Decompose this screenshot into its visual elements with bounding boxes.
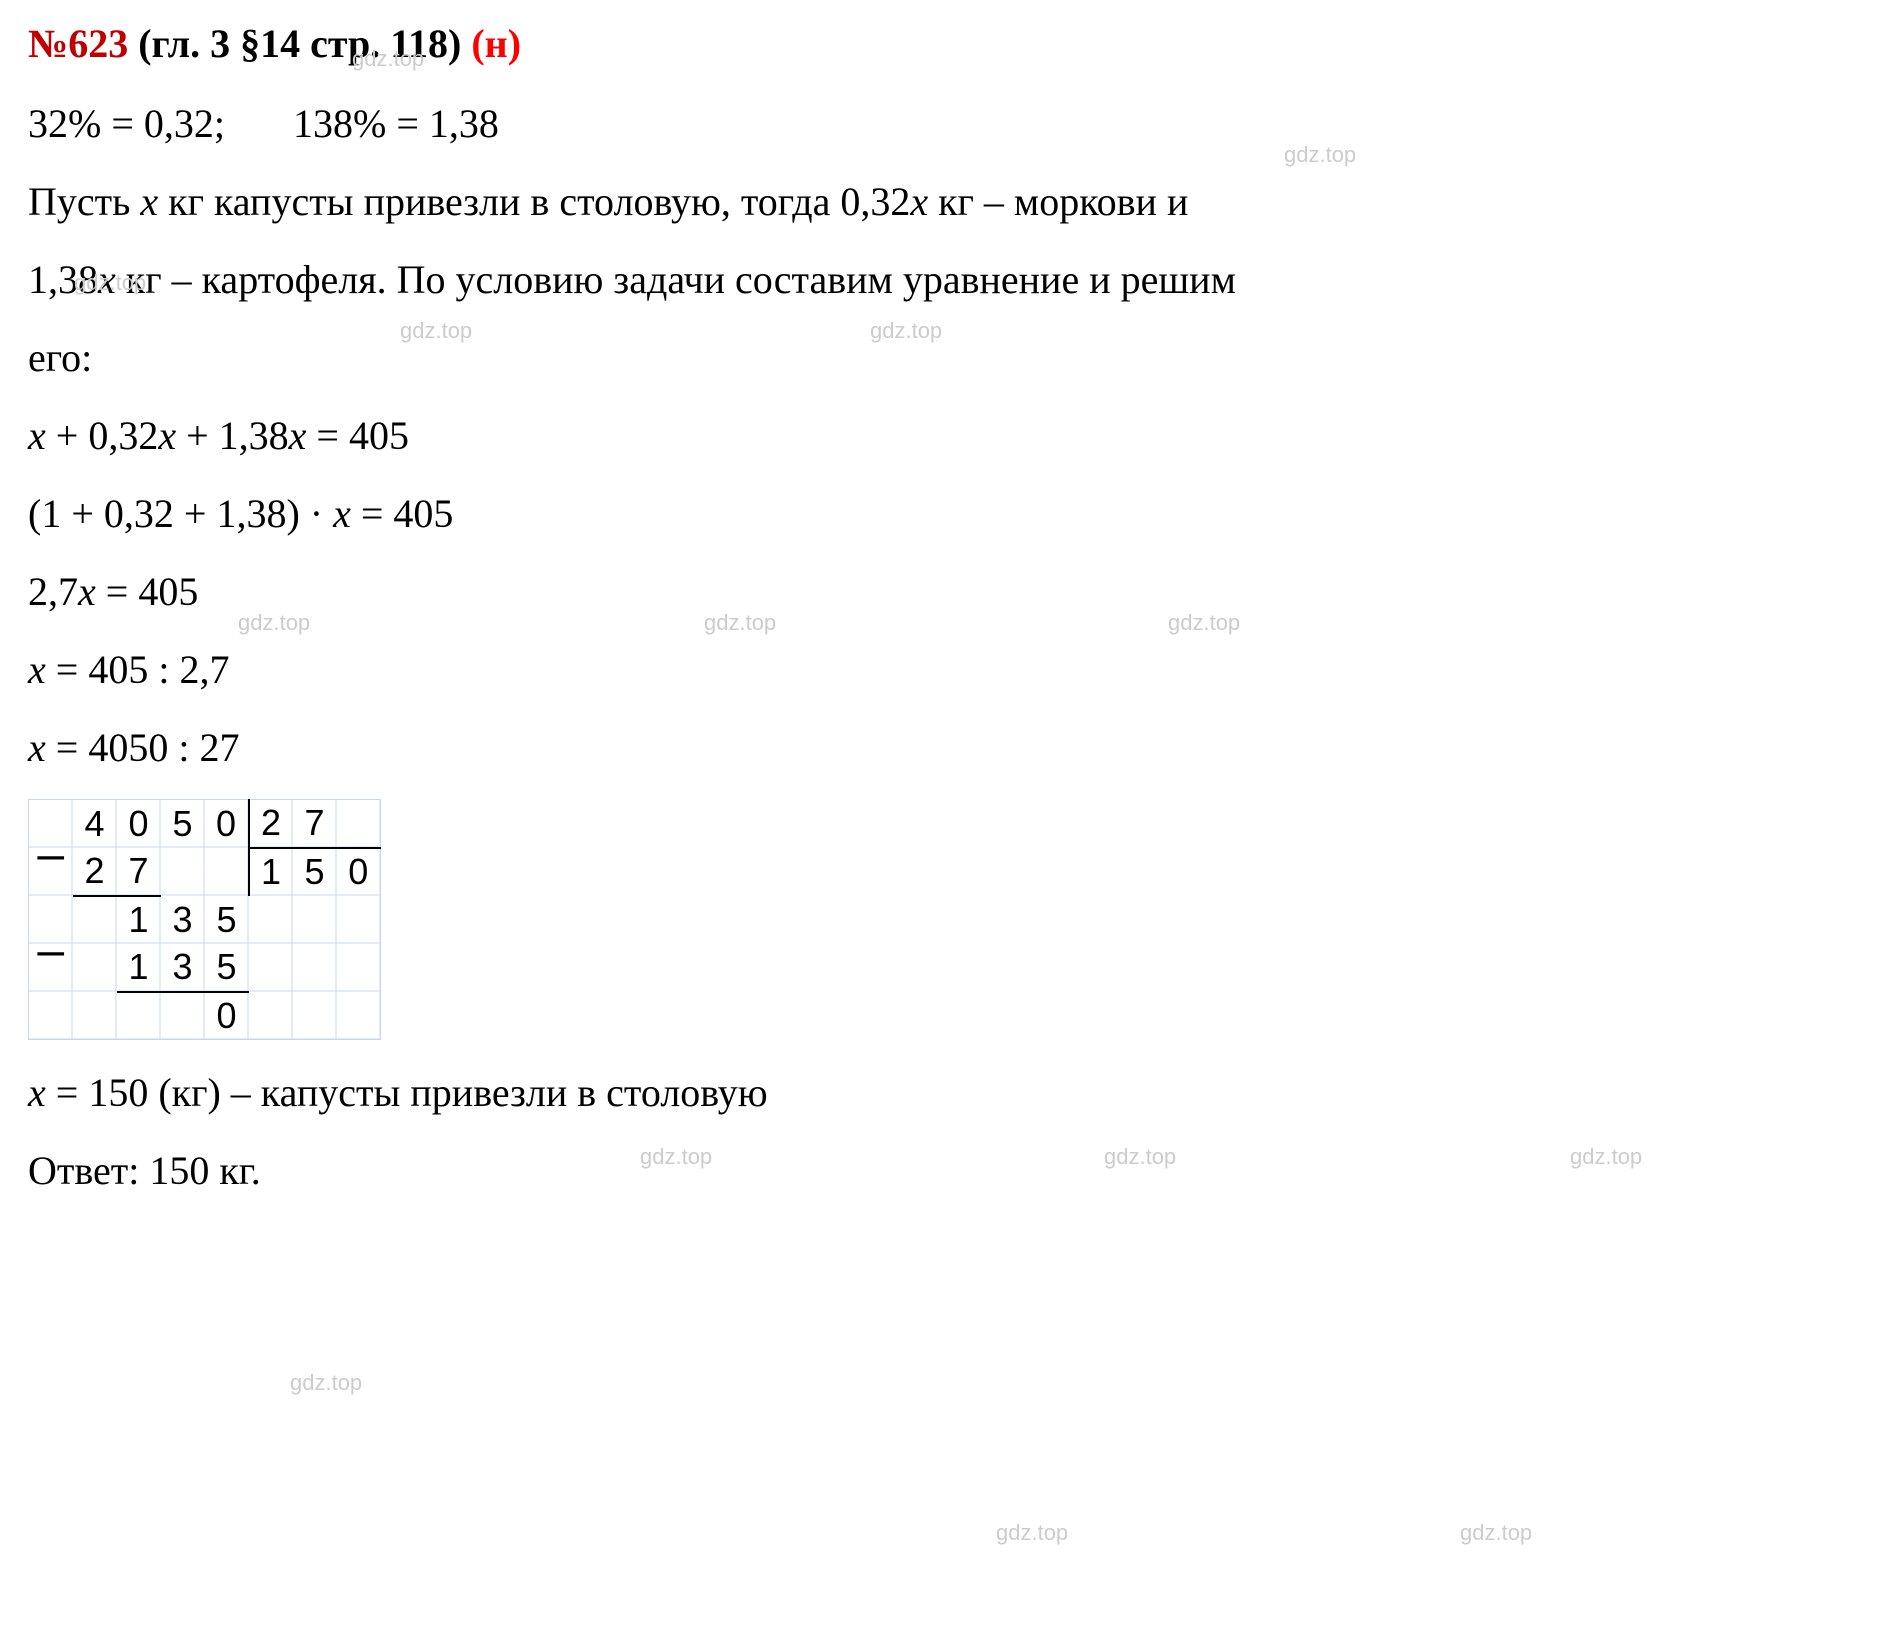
problem-heading: №623 (гл. 3 §14 стр. 118) (н) xyxy=(28,20,1860,67)
text: = 150 (кг) – капусты привезли в столовую xyxy=(46,1070,768,1115)
text: кг – моркови и xyxy=(928,179,1188,224)
text: Пусть xyxy=(28,179,140,224)
digit: 0 xyxy=(205,992,249,1040)
setup-line-2: 1,38x кг – картофеля. По условию задачи … xyxy=(28,241,1860,319)
digit: 7 xyxy=(117,848,161,896)
problem-number: №623 xyxy=(28,21,128,66)
digit: 4 xyxy=(73,800,117,848)
var-x: x xyxy=(289,413,307,458)
digit: 1 xyxy=(117,944,161,992)
percent-conversion-line: 32% = 0,32; 138% = 1,38 xyxy=(28,85,1860,163)
table-row: – 4 0 5 0 2 7 xyxy=(29,800,381,848)
var-x: x xyxy=(28,413,46,458)
text: Ответ: 150 кг. xyxy=(28,1148,261,1193)
text: кг – картофеля. По условию задачи состав… xyxy=(116,257,1236,302)
long-division: – 4 0 5 0 2 7 2 7 1 5 0 – 1 3 5 xyxy=(28,799,1860,1040)
text: = 405 xyxy=(306,413,409,458)
empty-cell xyxy=(337,896,381,944)
digit: 3 xyxy=(161,944,205,992)
digit: 1 xyxy=(249,848,293,896)
text: = 405 xyxy=(96,569,199,614)
var-x: x xyxy=(910,179,928,224)
problem-location: (гл. 3 §14 стр. 118) xyxy=(128,21,471,66)
var-x: x xyxy=(28,647,46,692)
equation-line-4: x = 405 : 2,7 xyxy=(28,631,1860,709)
var-x: x xyxy=(98,257,116,302)
digit: 1 xyxy=(117,896,161,944)
digit: 0 xyxy=(337,848,381,896)
digit: 5 xyxy=(205,944,249,992)
text: 2,7 xyxy=(28,569,78,614)
digit: 5 xyxy=(161,800,205,848)
table-row: 0 xyxy=(29,992,381,1040)
var-x: x xyxy=(158,413,176,458)
table-row: 1 3 5 xyxy=(29,944,381,992)
text: 1,38 xyxy=(28,257,98,302)
text: = 405 xyxy=(351,491,454,536)
var-x: x xyxy=(333,491,351,536)
digit: 0 xyxy=(205,800,249,848)
digit: 7 xyxy=(293,800,337,848)
var-x: x xyxy=(78,569,96,614)
watermark-text: gdz.top xyxy=(1460,1520,1532,1546)
empty-cell xyxy=(161,992,205,1040)
empty-cell xyxy=(293,944,337,992)
empty-cell xyxy=(293,992,337,1040)
digit: 5 xyxy=(205,896,249,944)
empty-cell xyxy=(73,992,117,1040)
empty-cell xyxy=(293,896,337,944)
text: (1 + 0,32 + 1,38) · xyxy=(28,491,333,536)
text: 138% = 1,38 xyxy=(293,101,499,146)
var-x: x xyxy=(28,1070,46,1115)
watermark-text: gdz.top xyxy=(290,1370,362,1396)
empty-cell xyxy=(205,848,249,896)
digit: 3 xyxy=(161,896,205,944)
division-table: – 4 0 5 0 2 7 2 7 1 5 0 – 1 3 5 xyxy=(28,799,381,1040)
empty-cell xyxy=(249,944,293,992)
problem-variant: (н) xyxy=(471,21,521,66)
minus-sign: – xyxy=(29,800,73,896)
table-row: 2 7 1 5 0 xyxy=(29,848,381,896)
result-line: x = 150 (кг) – капусты привезли в столов… xyxy=(28,1054,1860,1132)
empty-cell xyxy=(117,992,161,1040)
text: его: xyxy=(28,335,92,380)
digit: 2 xyxy=(249,800,293,848)
text: = 405 : 2,7 xyxy=(46,647,230,692)
var-x: x xyxy=(28,725,46,770)
setup-line-3: его: xyxy=(28,319,1860,397)
equation-line-1: x + 0,32x + 1,38x = 405 xyxy=(28,397,1860,475)
minus-sign: – xyxy=(29,896,73,992)
text: кг капусты привезли в столовую, тогда 0,… xyxy=(158,179,910,224)
empty-cell xyxy=(337,992,381,1040)
empty-cell xyxy=(337,800,381,848)
empty-cell xyxy=(337,944,381,992)
var-x: x xyxy=(140,179,158,224)
text: 32% = 0,32; xyxy=(28,101,225,146)
empty-cell xyxy=(161,848,205,896)
empty-cell xyxy=(249,992,293,1040)
table-row: – 1 3 5 xyxy=(29,896,381,944)
empty-cell xyxy=(29,992,73,1040)
digit: 5 xyxy=(293,848,337,896)
empty-cell xyxy=(249,896,293,944)
answer-line: Ответ: 150 кг. xyxy=(28,1132,1860,1210)
setup-line-1: Пусть x кг капусты привезли в столовую, … xyxy=(28,163,1860,241)
watermark-text: gdz.top xyxy=(996,1520,1068,1546)
digit: 2 xyxy=(73,848,117,896)
digit: 0 xyxy=(117,800,161,848)
text: = 4050 : 27 xyxy=(46,725,240,770)
text: + 0,32 xyxy=(46,413,159,458)
equation-line-2: (1 + 0,32 + 1,38) · x = 405 xyxy=(28,475,1860,553)
empty-cell xyxy=(73,896,117,944)
equation-line-3: 2,7x = 405 xyxy=(28,553,1860,631)
equation-line-5: x = 4050 : 27 xyxy=(28,709,1860,787)
text: + 1,38 xyxy=(176,413,289,458)
empty-cell xyxy=(73,944,117,992)
